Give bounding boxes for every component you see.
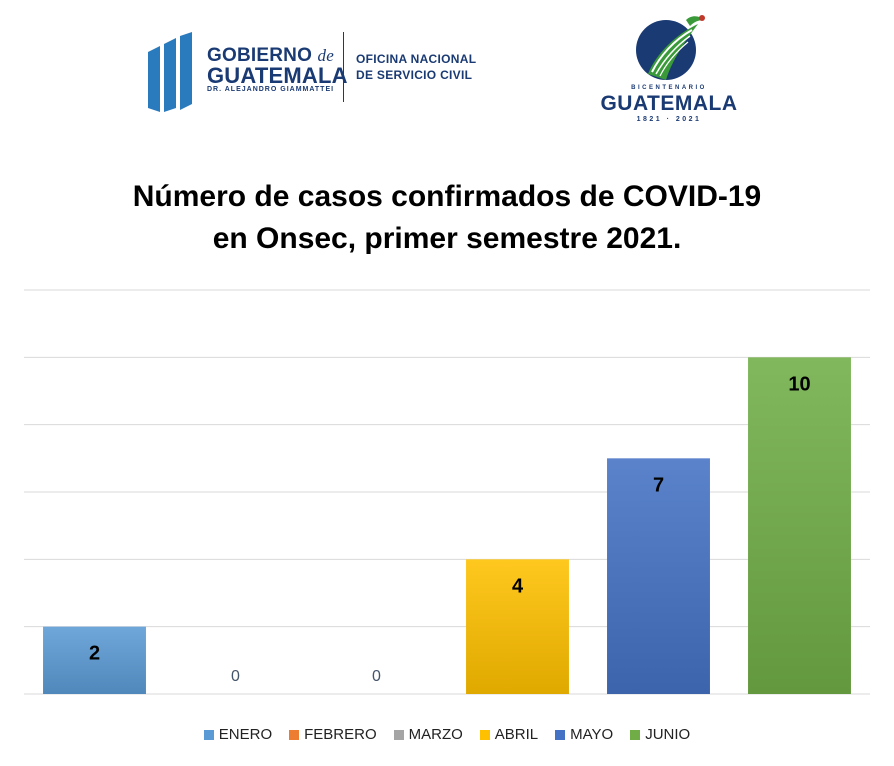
logo-divider — [343, 32, 344, 102]
data-labels: 2 0 0 4 7 10 — [89, 373, 811, 685]
gobierno-line2: GUATEMALA — [207, 63, 348, 88]
data-label-febrero: 0 — [231, 668, 240, 685]
bicentenario-country: GUATEMALA — [600, 92, 738, 115]
bar-mayo — [607, 458, 710, 694]
legend-item-junio: JUNIO — [630, 726, 690, 743]
legend-swatch — [555, 729, 566, 740]
legend-label: MARZO — [408, 726, 463, 743]
gobierno-guatemala-logo: GOBIERNO de GUATEMALA DR. ALEJANDRO GIAM… — [146, 28, 496, 116]
chart-title-line1: Número de casos confirmados de COVID-19 — [132, 180, 762, 213]
data-label-marzo: 0 — [372, 668, 381, 685]
chart-title: Número de casos confirmados de COVID-19 … — [0, 176, 894, 260]
bar-enero — [43, 626, 146, 694]
data-label-junio: 10 — [788, 373, 810, 395]
legend-item-mayo: MAYO — [555, 726, 613, 743]
bicentenario-word: BICENTENARIO — [631, 85, 707, 91]
data-label-enero: 2 — [89, 643, 100, 665]
legend-label: JUNIO — [645, 726, 691, 743]
gridlines — [24, 289, 870, 695]
data-label-mayo: 7 — [653, 474, 664, 496]
legend-label: MAYO — [570, 726, 614, 743]
data-label-abril: 4 — [512, 575, 524, 597]
legend-swatch — [203, 729, 214, 740]
bar-junio — [748, 357, 851, 694]
bicentenario-emblem-icon — [636, 15, 705, 80]
bars — [43, 357, 851, 694]
legend-item-marzo: MARZO — [393, 726, 463, 743]
legend-label: ABRIL — [494, 726, 539, 743]
gobierno-subline: DR. ALEJANDRO GIAMMATTEI — [207, 86, 335, 93]
office-line1: OFICINA NACIONAL — [356, 52, 477, 66]
chart-legend: ENERO FEBRERO MARZO ABRIL MAYO JUNIO — [0, 726, 894, 743]
legend-item-abril: ABRIL — [479, 726, 539, 743]
legend-label: ENERO — [218, 726, 273, 743]
office-line2: DE SERVICIO CIVIL — [356, 68, 473, 82]
legend-swatch — [393, 729, 404, 740]
chart-title-line2: en Onsec, primer semestre 2021. — [212, 222, 682, 255]
legend-label: FEBRERO — [304, 726, 377, 743]
legend-item-enero: ENERO — [203, 726, 273, 743]
legend-swatch — [630, 729, 641, 740]
bicentenario-years: 1821 · 2021 — [636, 116, 702, 123]
gobierno-line1: GOBIERNO de — [207, 45, 334, 66]
legend-swatch — [289, 729, 300, 740]
bar-abril — [466, 559, 569, 694]
legend-swatch — [479, 729, 490, 740]
gobierno-bars-icon — [148, 32, 192, 112]
legend-item-febrero: FEBRERO — [289, 726, 377, 743]
bicentenario-logo: BICENTENARIO GUATEMALA 1821 · 2021 — [594, 12, 744, 130]
